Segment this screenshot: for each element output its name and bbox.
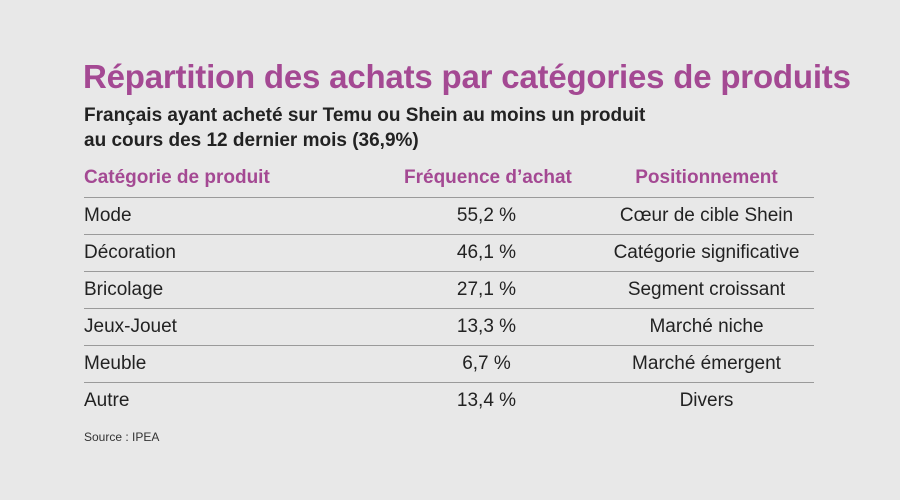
cell-category: Mode xyxy=(84,205,132,226)
subtitle-line-2: au cours des 12 dernier mois (36,9%) xyxy=(84,130,419,151)
table-row: Mode 55,2 % Cœur de cible Shein xyxy=(84,197,814,234)
cell-positioning: Divers xyxy=(679,390,734,411)
cell-frequency: 27,1 % xyxy=(456,279,517,300)
table-header: Catégorie de produit Fréquence d’achat P… xyxy=(84,162,814,197)
cell-frequency: 46,1 % xyxy=(456,242,517,263)
data-table: Catégorie de produit Fréquence d’achat P… xyxy=(84,162,814,419)
cell-category: Jeux-Jouet xyxy=(84,316,177,337)
cell-frequency: 6,7 % xyxy=(462,353,511,374)
table-row: Bricolage 27,1 % Segment croissant xyxy=(84,271,814,308)
cell-positioning: Cœur de cible Shein xyxy=(619,205,794,226)
chart-title: Répartition des achats par catégories de… xyxy=(83,58,851,95)
header-positioning: Positionnement xyxy=(635,167,778,188)
cell-frequency: 13,3 % xyxy=(456,316,517,337)
cell-category: Décoration xyxy=(84,242,176,263)
table-row: Jeux-Jouet 13,3 % Marché niche xyxy=(84,308,814,345)
cell-category: Bricolage xyxy=(84,279,164,300)
header-category: Catégorie de produit xyxy=(84,167,270,188)
subtitle-line-1: Français ayant acheté sur Temu ou Shein … xyxy=(84,105,646,126)
cell-positioning: Segment croissant xyxy=(627,279,786,300)
header-frequency: Fréquence d’achat xyxy=(404,167,572,188)
cell-positioning: Catégorie significative xyxy=(613,242,800,263)
cell-frequency: 13,4 % xyxy=(456,390,517,411)
cell-category: Meuble xyxy=(84,353,147,374)
source-note: Source : IPEA xyxy=(84,430,160,444)
cell-positioning: Marché émergent xyxy=(632,353,781,374)
table-row: Autre 13,4 % Divers xyxy=(84,382,814,419)
cell-category: Autre xyxy=(84,390,130,411)
cell-positioning: Marché niche xyxy=(649,316,764,337)
cell-frequency: 55,2 % xyxy=(456,205,517,226)
table-row: Décoration 46,1 % Catégorie significativ… xyxy=(84,234,814,271)
chart-subtitle: Français ayant acheté sur Temu ou Shein … xyxy=(84,103,645,153)
table-row: Meuble 6,7 % Marché émergent xyxy=(84,345,814,382)
